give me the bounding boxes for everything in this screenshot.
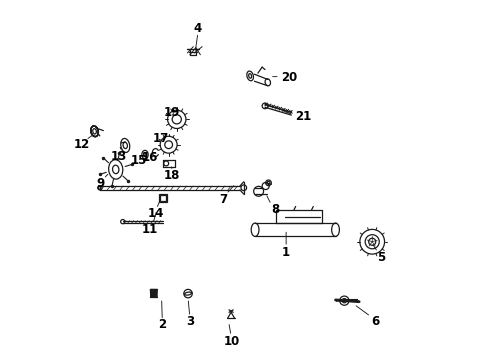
Text: 19: 19 xyxy=(163,107,179,120)
Text: 17: 17 xyxy=(152,132,169,145)
Text: 11: 11 xyxy=(142,223,158,236)
Text: 7: 7 xyxy=(219,193,227,206)
Text: 2: 2 xyxy=(158,318,166,331)
Text: 12: 12 xyxy=(73,138,89,151)
Text: 8: 8 xyxy=(271,203,279,216)
Text: 14: 14 xyxy=(147,207,163,220)
Text: 15: 15 xyxy=(130,154,146,167)
Text: 9: 9 xyxy=(97,177,105,190)
Text: 21: 21 xyxy=(294,110,310,123)
Text: 20: 20 xyxy=(281,71,297,84)
Text: 5: 5 xyxy=(376,251,385,264)
Text: 18: 18 xyxy=(163,169,180,182)
Bar xyxy=(160,195,166,201)
Bar xyxy=(159,194,167,202)
Text: 3: 3 xyxy=(185,315,193,328)
Text: 6: 6 xyxy=(370,315,378,328)
Text: 10: 10 xyxy=(224,335,240,348)
Text: 13: 13 xyxy=(110,149,126,162)
Text: 16: 16 xyxy=(142,150,158,163)
Text: 1: 1 xyxy=(282,246,289,259)
Text: 4: 4 xyxy=(193,22,202,35)
